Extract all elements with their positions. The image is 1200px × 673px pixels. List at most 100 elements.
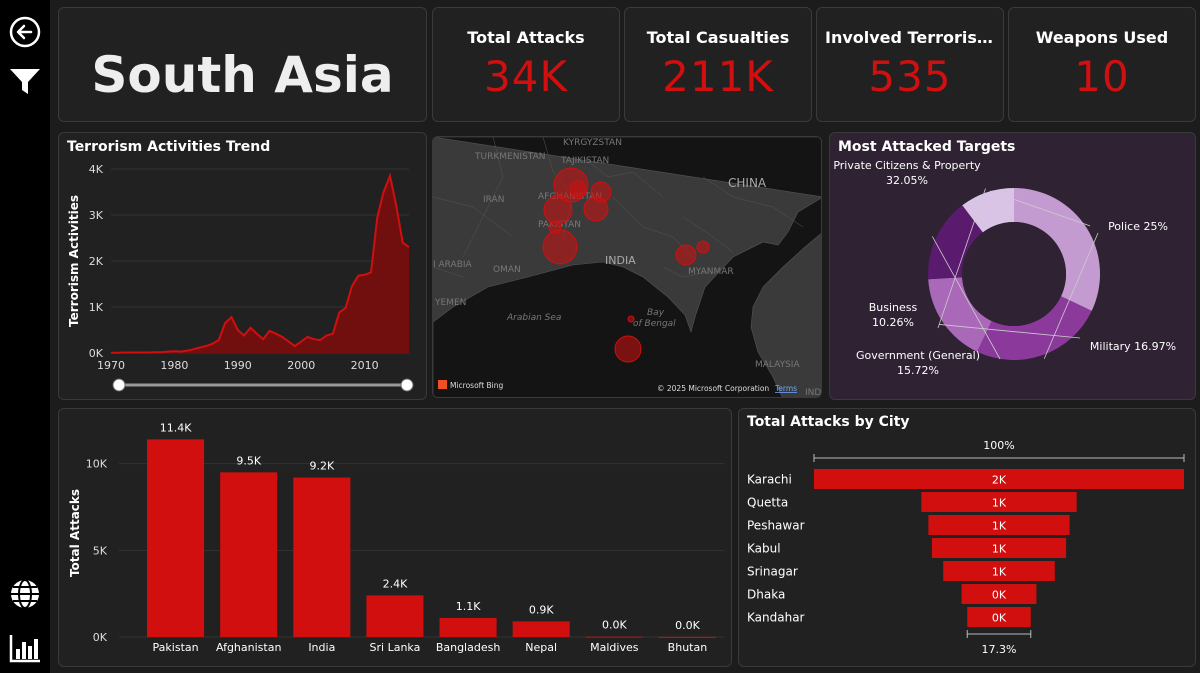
map-label: Bay (647, 308, 665, 318)
data-label: 1.1K (456, 600, 481, 613)
x-tick-label: Nepal (525, 641, 557, 654)
map-bubble[interactable] (583, 196, 609, 222)
attack-bubbles (542, 167, 710, 363)
globe-icon[interactable] (7, 576, 43, 612)
donut-slice[interactable] (962, 188, 1014, 233)
map-label: Arabian Sea (506, 313, 561, 323)
y-tick-label: 1K (89, 301, 104, 314)
data-label: 0K (992, 589, 1007, 602)
map-bubble[interactable] (569, 180, 587, 198)
x-tick-label: Maldives (590, 641, 639, 654)
range-slider-handle-end[interactable] (400, 378, 414, 392)
map-copyright: © 2025 Microsoft Corporation (657, 384, 769, 393)
region-title: South Asia (91, 46, 394, 104)
bar[interactable] (366, 595, 424, 637)
funnel-bar[interactable] (814, 469, 1184, 489)
city-label: Peshawar (747, 519, 805, 533)
y-axis-label: Terrorism Activities (67, 195, 81, 327)
funnel-bar[interactable] (931, 538, 1067, 558)
bar[interactable] (512, 621, 570, 637)
leader-line (931, 236, 1001, 360)
data-label: 0.9K (529, 603, 554, 616)
map-label: IRAN (483, 195, 504, 205)
map-terms-link[interactable]: Terms (774, 384, 797, 393)
kpi-label: Weapons Used (1035, 28, 1169, 47)
city-label: Kandahar (747, 611, 805, 625)
filter-icon[interactable] (7, 64, 43, 100)
donut-slice[interactable] (928, 277, 992, 352)
map-bubble[interactable] (548, 220, 562, 234)
countries-bar-chart: 0K 5K 10K Total Attacks 11.4K Pakistan 9.5K Afg… (68, 421, 724, 654)
bar[interactable] (439, 617, 497, 637)
map-canvas: CHINA INDIA MYANMAR IRAN OMAN I ARABIA Y… (433, 137, 822, 398)
funnel-bottom-percent: 17.3% (982, 643, 1017, 656)
map-bubble[interactable] (675, 244, 697, 266)
range-slider-handle-start[interactable] (112, 378, 126, 392)
kpi-value: 34K (484, 52, 568, 101)
x-tick-label: Afghanistan (216, 641, 282, 654)
trend-chart-card: Terrorism Activities Trend 0K 1K 2K 3K 4K 197… (58, 132, 427, 400)
donut-label: Private Citizens & Property (833, 159, 981, 172)
kpi-value: 535 (868, 52, 952, 101)
city-label: Srinagar (747, 565, 798, 579)
map-bubble[interactable] (614, 335, 642, 363)
cities-funnel-chart: 100% 2K Karachi 1K Quetta 1K Peshawar 1K Kabul 1K… (747, 439, 1185, 656)
donut-label: Government (General) (856, 349, 980, 362)
landmass (433, 137, 821, 397)
x-tick-label: Bhutan (668, 641, 708, 654)
bar[interactable] (147, 439, 205, 637)
map-label: INDIA (605, 254, 636, 267)
map-label: CHINA (728, 176, 767, 190)
city-label: Kabul (747, 542, 781, 556)
funnel-bar[interactable] (928, 515, 1070, 535)
x-tick-label: Pakistan (153, 641, 199, 654)
kpi-label: Total Casualties (646, 28, 790, 47)
countries-chart-card: 0K 5K 10K Total Attacks 11.4K Pakistan 9.5K Afg… (58, 408, 732, 667)
map-bubble[interactable] (627, 315, 635, 323)
funnel-bar[interactable] (961, 584, 1037, 604)
trend-line (111, 172, 410, 354)
attack-map[interactable]: CHINA INDIA MYANMAR IRAN OMAN I ARABIA Y… (432, 136, 822, 398)
donut-slice[interactable] (1014, 188, 1101, 311)
trend-area (111, 175, 409, 353)
back-arrow-icon[interactable] (7, 14, 43, 50)
x-tick-label: 1990 (224, 359, 252, 372)
data-label: 1K (992, 566, 1007, 579)
y-axis-label: Total Attacks (68, 489, 82, 577)
kpi-label: Involved Terrorist... (825, 28, 1003, 47)
map-bubble[interactable] (542, 229, 578, 265)
donut-slice[interactable] (977, 296, 1092, 361)
x-tick-label: 1970 (97, 359, 125, 372)
map-bubble[interactable] (696, 240, 710, 254)
y-tick-label: 10K (86, 458, 108, 471)
map-attribution: Microsoft Bing (450, 381, 503, 390)
map-label: of Bengal (633, 319, 676, 329)
cities-chart-card: Total Attacks by City 100% 2K Karachi 1K Que… (738, 408, 1196, 667)
map-label: I ARABIA (433, 260, 473, 270)
donut-label: Police 25% (1108, 220, 1168, 233)
targets-chart-card: Most Attacked Targets Private Citizens &… (829, 132, 1196, 400)
data-label: 2K (992, 474, 1007, 487)
donut-label: 15.72% (897, 364, 939, 377)
targets-donut-chart: Private Citizens & Property 32.05% Police … (833, 159, 1176, 377)
x-tick-label: Bangladesh (436, 641, 501, 654)
funnel-bar[interactable] (967, 607, 1031, 627)
donut-slice[interactable] (928, 205, 983, 280)
funnel-top-percent: 100% (983, 439, 1014, 452)
bar[interactable] (658, 636, 716, 638)
y-tick-label: 0K (93, 631, 108, 644)
map-label: INDO (805, 388, 822, 398)
bar[interactable] (585, 636, 643, 638)
donut-label: 32.05% (886, 174, 928, 187)
funnel-bar[interactable] (943, 561, 1055, 581)
data-label: 1K (992, 543, 1007, 556)
kpi-weapons-used: Weapons Used 10 (1008, 7, 1196, 122)
map-bubble[interactable] (543, 195, 573, 225)
donut-label: 10.26% (872, 316, 914, 329)
trend-chart-title: Terrorism Activities Trend (67, 139, 271, 155)
bar[interactable] (293, 477, 351, 637)
bar[interactable] (220, 472, 278, 637)
funnel-bar[interactable] (921, 492, 1077, 512)
bar-chart-icon[interactable] (7, 630, 43, 666)
region-header-card: South Asia (58, 7, 427, 122)
